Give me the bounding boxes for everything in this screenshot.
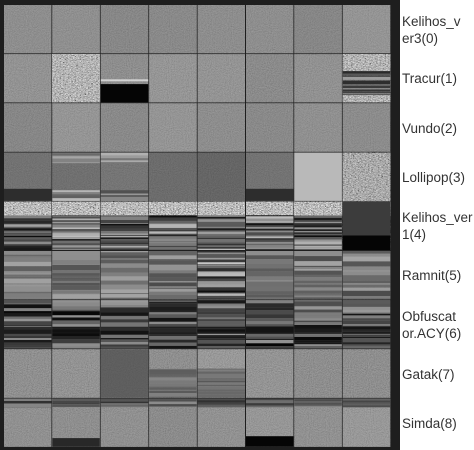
malware-image-tile <box>342 349 391 398</box>
malware-image-tile <box>294 54 342 103</box>
malware-image-tile <box>149 398 197 447</box>
malware-image-tile <box>197 103 245 152</box>
malware-image-tile <box>197 5 245 54</box>
malware-image-tile <box>197 251 245 300</box>
malware-image-tile <box>149 5 197 54</box>
malware-image-tile <box>52 349 100 398</box>
malware-image-tile <box>100 201 149 250</box>
grid-row <box>4 5 391 54</box>
malware-image-tile <box>52 152 100 201</box>
malware-image-tile <box>342 103 391 152</box>
malware-image-tile <box>52 5 100 54</box>
malware-image-tile <box>246 5 294 54</box>
class-label: Gatak(7) <box>402 366 455 382</box>
malware-image-tile <box>100 5 149 54</box>
malware-image-tile <box>197 54 245 103</box>
malware-image-tile <box>149 300 197 349</box>
malware-image-tile <box>294 152 342 201</box>
malware-image-tile <box>100 103 149 152</box>
malware-image-tile <box>52 300 100 349</box>
grid-row <box>4 152 391 201</box>
malware-image-tile <box>4 103 52 152</box>
class-label: Simda(8) <box>402 415 457 431</box>
malware-image-tile <box>342 152 391 201</box>
malware-image-tile <box>246 300 294 349</box>
malware-image-tile <box>4 398 52 447</box>
malware-image-tile <box>246 54 294 103</box>
malware-image-tile <box>294 300 342 349</box>
grid-row <box>4 251 391 300</box>
malware-image-tile <box>4 152 52 201</box>
grid-row <box>4 54 391 103</box>
malware-image-tile <box>4 5 52 54</box>
malware-image-tile <box>149 349 197 398</box>
class-label: Vundo(2) <box>402 120 458 136</box>
malware-image-tile <box>246 349 294 398</box>
malware-image-tile <box>52 398 100 447</box>
malware-image-tile <box>294 398 342 447</box>
malware-image-tile <box>246 103 294 152</box>
malware-image-tile <box>149 251 197 300</box>
malware-image-tile <box>4 54 52 103</box>
malware-image-tile <box>246 201 294 250</box>
malware-image-tile <box>100 349 149 398</box>
malware-image-tile <box>52 251 100 300</box>
malware-image-tile <box>52 54 100 103</box>
class-label: Tracur(1) <box>402 71 458 87</box>
class-label: Ramnit(5) <box>402 268 462 284</box>
class-label: Kelihos_ver 1(4) <box>402 210 473 243</box>
malware-image-tile <box>4 201 52 250</box>
malware-image-tile <box>149 103 197 152</box>
grid-row <box>4 300 391 349</box>
malware-image-tile <box>52 201 100 250</box>
malware-image-tile <box>294 5 342 54</box>
malware-image-tile <box>197 201 245 250</box>
malware-image-tile <box>4 349 52 398</box>
grid-row <box>4 201 391 250</box>
malware-image-tile <box>197 398 245 447</box>
malware-image-tile <box>342 398 391 447</box>
malware-image-tile <box>149 201 197 250</box>
malware-image-tile <box>52 103 100 152</box>
malware-image-tile <box>342 251 391 300</box>
malware-image-tile <box>4 300 52 349</box>
malware-image-tile <box>246 251 294 300</box>
malware-image-tile <box>100 251 149 300</box>
malware-image-tile <box>4 251 52 300</box>
malware-image-tile <box>197 300 245 349</box>
malware-image-tile <box>294 349 342 398</box>
malware-image-tile <box>197 349 245 398</box>
malware-image-tile <box>294 201 342 250</box>
class-label: Lollipop(3) <box>402 169 466 185</box>
malware-image-tile <box>294 251 342 300</box>
malware-image-tile <box>342 5 391 54</box>
malware-image-tile <box>100 398 149 447</box>
malware-image-tile <box>149 152 197 201</box>
tiles-layer <box>4 5 391 447</box>
malware-image-tile <box>197 152 245 201</box>
class-label: Kelihos_v er3(0) <box>402 13 461 46</box>
malware-image-tile <box>294 103 342 152</box>
malware-image-tile <box>246 398 294 447</box>
malware-image-tile <box>342 54 391 103</box>
class-label: Obfuscat or.ACY(6) <box>402 308 462 341</box>
malware-image-tile <box>246 152 294 201</box>
grid-row <box>4 103 391 152</box>
malware-image-tile <box>342 300 391 349</box>
malware-image-tile <box>100 152 149 201</box>
grid-row <box>4 349 391 398</box>
malware-image-tile <box>100 300 149 349</box>
malware-image-tile <box>149 54 197 103</box>
malware-image-tile <box>342 201 391 250</box>
malware-image-tile <box>100 54 149 103</box>
grid-row <box>4 398 391 447</box>
